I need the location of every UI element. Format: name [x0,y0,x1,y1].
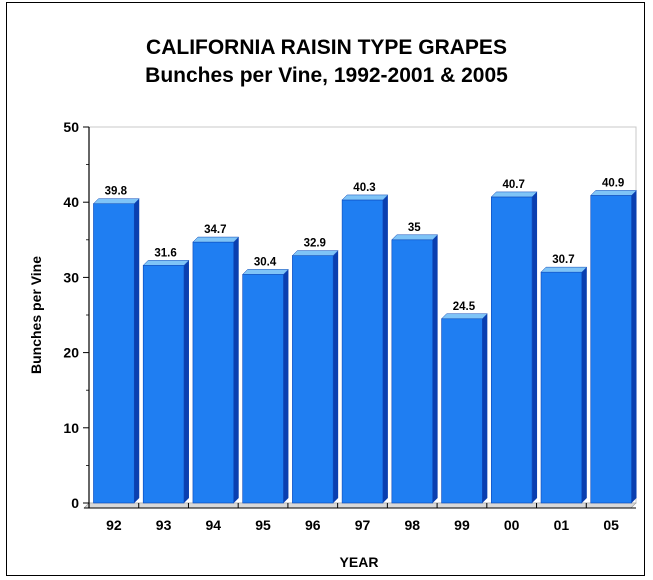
data-label: 31.6 [154,247,176,259]
bar-side [432,234,438,504]
x-tick-label: 93 [156,517,172,533]
bar-side [183,260,189,503]
data-label: 34.7 [204,224,226,236]
data-label: 39.8 [105,186,128,198]
bar [391,239,433,504]
bar-top [391,234,439,241]
y-tick-label: 0 [71,495,79,511]
bar-side [581,267,587,503]
y-tick-label: 30 [63,269,79,285]
bar-side [532,191,538,503]
bar-top [92,198,140,204]
x-tick-label: 95 [255,517,271,533]
bar [490,196,533,504]
chart-title: CALIFORNIA RAISIN TYPE GRAPES [146,36,507,59]
data-label: 40.7 [502,179,524,191]
bar-top [242,269,290,275]
bar-top [440,313,488,320]
bar-top [590,190,638,196]
x-tick-label: 01 [554,517,570,533]
x-tick-label: 98 [404,517,420,533]
x-axis-label: YEAR [340,554,379,570]
bar [142,265,185,504]
bar-top [490,191,538,198]
data-label: 32.9 [304,238,326,250]
bar-side [482,313,488,503]
data-label: 40.3 [353,182,375,194]
x-tick-label: 97 [355,517,371,533]
bar [590,195,632,504]
bar-top [540,266,588,273]
bar-side [283,269,289,503]
bars-group: 39.8 31.6 34.7 30.4 32.9 40.3 35 24.5 40.7 30.7 40… [92,177,638,504]
bar [292,255,334,504]
bar-top [291,250,339,256]
x-tick-label: 00 [504,517,520,533]
chart-floor [83,502,637,509]
x-tick-label: 99 [454,517,470,533]
bar [192,241,235,504]
bar-top [192,236,240,243]
data-label: 30.7 [552,254,574,266]
data-label: 30.4 [254,256,277,268]
y-tick-label: 50 [63,119,79,135]
bar-side [233,237,239,503]
data-label: 40.9 [602,177,624,189]
bar [341,199,384,504]
bar-top [341,194,389,201]
y-tick-label: 40 [63,194,79,210]
bar [540,271,583,504]
axes-group: 92 93 94 95 96 97 98 99 00 01 05 0 10 20 30 40 50 [63,119,636,533]
x-tick-label: 96 [305,517,321,533]
x-tick-label: 92 [106,517,122,533]
bar [242,274,284,504]
bar-side [134,198,140,504]
x-tick-label: 05 [603,517,619,533]
y-tick-label: 20 [63,345,79,361]
bar [441,318,483,504]
x-tick-label: 94 [206,517,222,533]
bar-side [631,190,637,503]
data-label: 24.5 [453,301,476,313]
y-axis-label: Bunches per Vine [28,256,44,374]
chart-subtitle: Bunches per Vine, 1992-2001 & 2005 [145,64,508,87]
bar [93,203,135,504]
data-label: 35 [408,222,421,234]
y-tick-label: 10 [63,420,79,436]
bar-side [382,194,388,503]
bar-top [142,260,190,266]
bar-side [333,250,339,503]
